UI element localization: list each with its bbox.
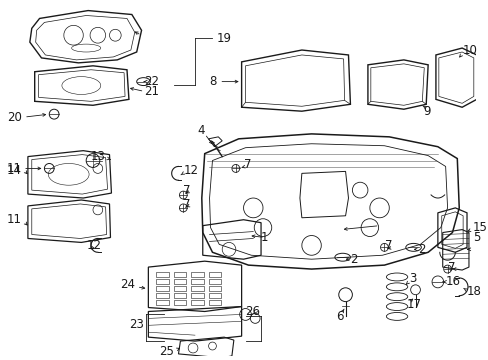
Text: 21: 21 [144,85,159,98]
Text: 26: 26 [245,305,260,318]
Text: 9: 9 [423,105,430,118]
Text: 13: 13 [91,150,105,163]
Text: 14: 14 [7,164,22,177]
Text: 22: 22 [144,75,159,88]
Text: 2: 2 [418,243,425,256]
Text: 10: 10 [462,44,477,57]
Text: 16: 16 [445,275,460,288]
Text: 2: 2 [350,253,357,266]
Text: 15: 15 [472,221,487,234]
Text: 25: 25 [159,346,173,359]
Text: 7: 7 [243,158,250,171]
Text: 18: 18 [466,285,481,298]
Text: 7: 7 [182,184,190,197]
Text: 11: 11 [7,162,22,175]
Text: 4: 4 [197,125,204,138]
Text: 7: 7 [447,261,454,274]
Text: 11: 11 [7,213,22,226]
Text: 19: 19 [216,32,231,45]
Text: 17: 17 [406,298,421,311]
Text: 8: 8 [208,75,216,88]
Text: 23: 23 [129,318,144,331]
Text: 24: 24 [120,278,135,291]
Text: 20: 20 [7,111,22,123]
Text: 7: 7 [182,198,190,211]
Text: 3: 3 [408,273,415,285]
Text: 12: 12 [86,239,101,252]
Text: 5: 5 [472,231,479,244]
Text: 7: 7 [384,239,391,252]
Text: 12: 12 [183,164,198,177]
Text: 6: 6 [335,310,343,323]
Text: 1: 1 [261,231,268,244]
